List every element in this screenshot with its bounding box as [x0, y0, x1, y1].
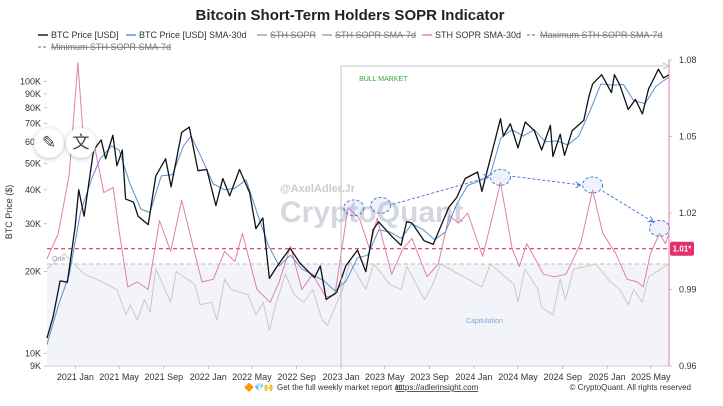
peak-marker: [582, 176, 604, 194]
peak-marker: [343, 199, 365, 217]
footer-emojis: 🔶💎🙌: [244, 382, 274, 392]
legend-item-label: Maximum STH SOPR SMA-7d: [540, 30, 663, 40]
x-tick-label: 2022 Sep: [277, 372, 316, 382]
y2-tick-label: 1.08: [679, 55, 697, 65]
y-tick-label: 60K: [25, 137, 41, 147]
y-tick-label: 90K: [25, 89, 41, 99]
x-tick-label: 2023 Sep: [410, 372, 449, 382]
legend-item-label: Minimum STH SOPR SMA-7d: [51, 42, 171, 52]
peak-trend-arrow: [392, 176, 489, 205]
peak-trend-arrowhead: [483, 173, 490, 181]
y-tick-label: 40K: [25, 185, 41, 195]
x-tick-label: 2021 Jan: [57, 372, 94, 382]
x-tick-label: 2025 May: [631, 372, 671, 382]
x-tick-label: 2021 May: [99, 372, 139, 382]
series-lines: [46, 62, 670, 345]
footer-text: Get the full weekly market report at: [277, 383, 402, 392]
x-tick-label: 2024 May: [498, 372, 538, 382]
x-axis: 2021 Jan 2021 May 2021 Sep 2022 Jan 2022 May…: [47, 365, 671, 382]
capitulation-shade: [47, 264, 669, 366]
y-axis-right: 0.96 0.99 1.02 1.05 1.08: [668, 55, 697, 371]
x-tick-label: 2023 Jan: [323, 372, 360, 382]
y-tick-label: 80K: [25, 103, 41, 113]
chart-title: Bitcoin Short-Term Holders SOPR Indicato…: [196, 7, 505, 24]
y2-tick-label: 0.99: [679, 285, 697, 295]
y-tick-label: 10K: [25, 349, 41, 359]
btc-price-line: [46, 68, 670, 339]
peak-trend-arrow: [512, 175, 581, 186]
legend-item-label: STH SOPR SMA-7d: [335, 30, 416, 40]
y-tick-label: 50K: [25, 158, 41, 168]
x-tick-label: 2024 Jan: [455, 372, 492, 382]
peak-marker: [490, 168, 511, 186]
x-tick-label: 2021 Sep: [145, 372, 184, 382]
peak-trend-arrowhead: [647, 216, 655, 223]
reference-value-badge: [670, 241, 694, 256]
footer-link: https://adlerinsight.com: [396, 383, 479, 392]
x-tick-label: 2025 Jan: [589, 372, 626, 382]
annotations: BULL MARKET Capitulation: [340, 62, 670, 366]
y-tick-label: 70K: [25, 119, 41, 129]
x-tick-label: 2022 May: [232, 372, 272, 382]
reference-lines: One 1.01*: [47, 241, 694, 265]
legend-item-label: STH SOPR: [270, 30, 317, 40]
x-tick-label: 2024 Sep: [543, 372, 582, 382]
y2-tick-label: 1.05: [679, 132, 697, 142]
footer-copyright: © CryptoQuant. All rights reserved: [570, 383, 692, 392]
watermark-handle: @AxelAdler.Jr: [280, 183, 356, 195]
translate-icon: 文: [72, 133, 90, 152]
watermark-brand: CryptoQuant: [280, 196, 463, 229]
legend: BTC Price [USD] BTC Price [USD] SMA-30d ST…: [38, 30, 663, 52]
sth-sopr-sma30-line: [46, 62, 670, 303]
y-axis-left: 9K 10K 20K 30K 40K 50K 60K 70K 80K 90K 100K: [20, 77, 47, 371]
capitulation-label: Capitulation: [466, 318, 503, 325]
legend-item-label: BTC Price [USD]: [51, 30, 119, 40]
y-tick-label: 9K: [30, 361, 41, 371]
translate-button[interactable]: 文: [66, 128, 96, 158]
y-tick-label: 20K: [25, 267, 41, 277]
sth-sopr-sma7-line: [46, 253, 670, 331]
magic-wand-button[interactable]: ✎: [34, 128, 64, 158]
y2-tick-label: 0.96: [679, 361, 697, 371]
y-tick-label: 30K: [25, 219, 41, 229]
reference-line-label: One: [52, 256, 65, 263]
legend-item-label: BTC Price [USD] SMA-30d: [139, 30, 247, 40]
magic-wand-icon: ✎: [41, 133, 57, 152]
peak-trend-arrowhead: [575, 181, 582, 189]
reference-value-label: 1.01*: [673, 245, 693, 254]
peak-marker: [649, 219, 670, 237]
peak-marker: [370, 196, 392, 214]
bull-market-label: BULL MARKET: [359, 76, 408, 83]
x-tick-label: 2022 Jan: [190, 372, 227, 382]
y2-tick-label: 1.02: [679, 208, 697, 218]
x-tick-label: 2023 May: [365, 372, 405, 382]
legend-item-label: STH SOPR SMA-30d: [435, 30, 521, 40]
footer: 🔶💎🙌 Get the full weekly market report ath…: [244, 382, 691, 392]
capitulation-zone: [47, 264, 669, 366]
y-axis-label: BTC Price ($): [4, 185, 14, 240]
y-tick-label: 100K: [20, 77, 41, 87]
